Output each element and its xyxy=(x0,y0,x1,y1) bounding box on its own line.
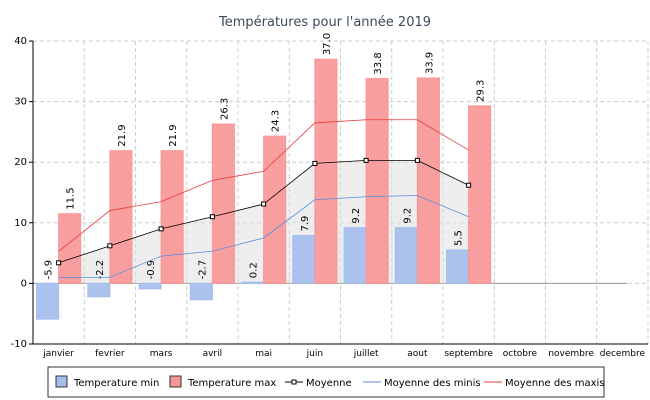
x-tick-label: juillet xyxy=(353,349,379,359)
bar xyxy=(263,135,287,284)
bar xyxy=(36,282,60,320)
marker xyxy=(466,182,472,188)
bar xyxy=(314,58,338,284)
value-label: 26.3 xyxy=(219,98,230,120)
value-label: 5.5 xyxy=(454,230,465,246)
value-label: 9.2 xyxy=(351,208,362,224)
bar xyxy=(292,235,316,284)
bar xyxy=(211,123,235,284)
legend-label: Moyenne xyxy=(306,378,352,389)
value-label: 11.5 xyxy=(66,187,77,209)
marker xyxy=(107,243,113,249)
x-tick-label: novembre xyxy=(548,349,594,359)
bar xyxy=(241,281,265,284)
marker xyxy=(261,201,267,207)
legend-label: Moyenne des minis xyxy=(384,378,481,389)
marker xyxy=(158,226,164,232)
bar xyxy=(189,282,213,301)
bar xyxy=(160,150,184,284)
marker xyxy=(414,157,420,163)
value-label: 7.9 xyxy=(300,216,311,232)
x-tick-label: avril xyxy=(203,349,223,359)
legend-swatch xyxy=(169,375,182,388)
y-tick-label: -10 xyxy=(11,339,27,350)
x-tick-label: septembre xyxy=(444,349,493,359)
bar xyxy=(138,282,162,290)
value-label: 9.2 xyxy=(402,208,413,224)
bar xyxy=(394,227,418,284)
marker xyxy=(312,160,318,166)
y-tick-label: 0 xyxy=(21,278,27,289)
marker xyxy=(209,214,215,220)
value-label: -5.9 xyxy=(44,260,55,280)
legend-label: Moyenne des maxis xyxy=(505,378,605,389)
bar xyxy=(343,227,367,284)
bar xyxy=(109,150,133,284)
value-label: 29.3 xyxy=(476,80,487,102)
value-label: 33.8 xyxy=(373,52,384,74)
x-tick-label: fevrier xyxy=(95,349,125,359)
legend-label: Temperature max xyxy=(187,378,276,389)
value-label: -2.7 xyxy=(197,260,208,280)
x-tick-label: octobre xyxy=(503,349,538,359)
value-label: -0.9 xyxy=(146,260,157,280)
bar xyxy=(468,105,492,284)
legend-swatch xyxy=(55,375,68,388)
legend-marker xyxy=(291,379,297,385)
y-tick-label: 30 xyxy=(14,97,27,108)
x-tick-label: aout xyxy=(407,349,428,359)
x-tick-label: mai xyxy=(255,349,272,359)
bar xyxy=(365,78,389,284)
y-tick-label: 20 xyxy=(14,157,27,168)
value-label: 33.9 xyxy=(424,52,435,74)
bar xyxy=(416,77,440,284)
line xyxy=(58,119,469,252)
bar xyxy=(87,282,111,298)
x-tick-label: mars xyxy=(150,349,173,359)
legend-label: Temperature min xyxy=(73,378,159,389)
y-tick-label: 10 xyxy=(14,218,27,229)
line xyxy=(58,195,469,278)
marker xyxy=(56,260,62,266)
value-label: 0.2 xyxy=(249,262,260,278)
chart-title: Températures pour l'année 2019 xyxy=(218,15,431,30)
bar xyxy=(58,213,82,284)
x-tick-label: decembre xyxy=(600,349,646,359)
x-tick-label: janvier xyxy=(42,349,74,359)
value-label: 24.3 xyxy=(271,110,282,132)
legend-box xyxy=(47,366,605,398)
value-label: 21.9 xyxy=(168,124,179,146)
marker xyxy=(363,157,369,163)
value-label: -2.2 xyxy=(95,260,106,280)
y-tick-label: 40 xyxy=(14,36,27,47)
x-tick-label: juin xyxy=(306,349,323,359)
bar xyxy=(446,249,470,284)
value-label: 37.0 xyxy=(322,33,333,55)
value-label: 21.9 xyxy=(117,124,128,146)
